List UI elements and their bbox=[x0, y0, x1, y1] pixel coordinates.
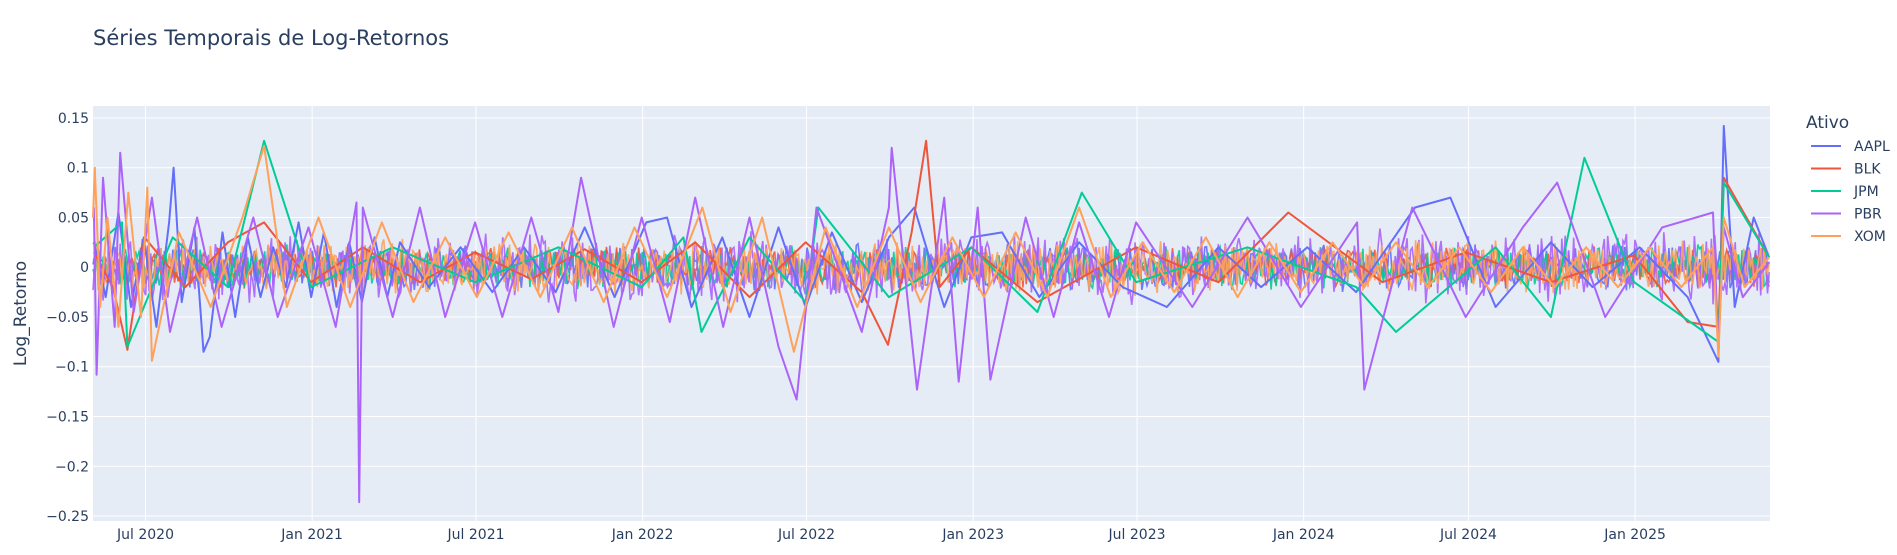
legend-label-aapl: AAPL bbox=[1854, 139, 1890, 155]
legend-label-jpm: JPM bbox=[1853, 184, 1879, 200]
series-lines bbox=[92, 124, 1771, 504]
y-tick-label: −0.2 bbox=[55, 459, 89, 475]
y-tick-label: 0.05 bbox=[58, 210, 89, 226]
plot-area bbox=[93, 106, 1770, 521]
y-tick-label: −0.25 bbox=[46, 509, 89, 525]
series-line-pbr bbox=[92, 146, 1770, 504]
legend-title: Ativo bbox=[1806, 113, 1849, 133]
series-line-jpm bbox=[93, 139, 1770, 348]
chart-title: Séries Temporais de Log-Retornos bbox=[93, 26, 449, 50]
x-tick-label: Jan 2021 bbox=[280, 527, 343, 543]
y-tick-label: 0.15 bbox=[58, 111, 89, 127]
x-tick-label: Jan 2023 bbox=[941, 527, 1004, 543]
y-tick-label: 0 bbox=[80, 260, 89, 276]
x-tick-label: Jul 2021 bbox=[447, 527, 505, 543]
x-tick-label: Jul 2022 bbox=[777, 527, 835, 543]
legend: Ativo AAPL BLK JPM PBR XOM bbox=[1806, 113, 1890, 245]
grid-lines bbox=[93, 106, 1770, 521]
y-tick-label: −0.15 bbox=[46, 410, 89, 426]
x-axis-ticks: Jul 2020 Jan 2021 Jul 2021 Jan 2022 Jul 2022… bbox=[116, 527, 1666, 543]
x-tick-label: Jul 2023 bbox=[1108, 527, 1166, 543]
x-tick-label: Jan 2025 bbox=[1603, 527, 1666, 543]
x-tick-label: Jul 2020 bbox=[116, 527, 174, 543]
y-tick-label: 0.1 bbox=[67, 161, 89, 177]
x-tick-label: Jan 2022 bbox=[611, 527, 674, 543]
y-tick-label: −0.05 bbox=[46, 310, 89, 326]
series-line-xom bbox=[92, 144, 1770, 362]
x-tick-label: Jul 2024 bbox=[1439, 527, 1497, 543]
y-tick-label: −0.1 bbox=[55, 360, 89, 376]
series-line-blk bbox=[93, 139, 1770, 351]
y-axis-ticks: 0.15 0.1 0.05 0 −0.05 −0.1 −0.15 −0.2 −0.25 bbox=[46, 111, 89, 525]
legend-label-blk: BLK bbox=[1854, 162, 1881, 178]
legend-label-xom: XOM bbox=[1854, 229, 1886, 245]
y-axis-title: Log_Retorno bbox=[11, 261, 31, 366]
x-tick-label: Jan 2024 bbox=[1272, 527, 1335, 543]
legend-label-pbr: PBR bbox=[1854, 207, 1882, 223]
